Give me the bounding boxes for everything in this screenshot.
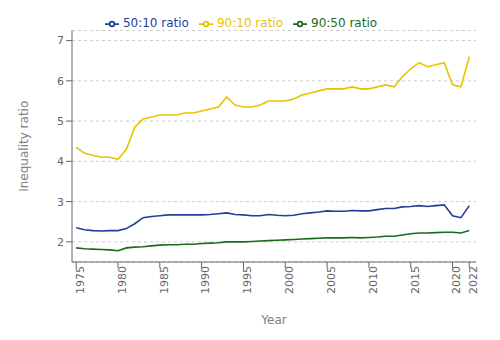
svg-text:7: 7: [57, 34, 64, 47]
svg-text:1990: 1990: [199, 266, 212, 294]
svg-text:3: 3: [57, 196, 64, 209]
svg-text:2015: 2015: [409, 266, 422, 294]
svg-text:Year: Year: [260, 313, 286, 327]
svg-text:2000: 2000: [283, 266, 296, 294]
svg-text:1975: 1975: [74, 266, 87, 294]
svg-text:1985: 1985: [158, 266, 171, 294]
svg-text:2010: 2010: [367, 266, 380, 294]
svg-text:2020: 2020: [450, 266, 463, 294]
html-text:90:10 ratio: 90:10 ratio: [217, 16, 283, 30]
svg-text:2: 2: [57, 236, 64, 249]
svg-text:1995: 1995: [241, 266, 254, 294]
svg-text:Inequality ratio: Inequality ratio: [17, 101, 31, 192]
svg-text:2022: 2022: [467, 266, 480, 294]
html-text:50:10 ratio: 50:10 ratio: [122, 16, 189, 30]
svg-text:6: 6: [57, 75, 64, 88]
html-text:90:50 ratio: 90:50 ratio: [311, 16, 378, 30]
svg-text:5: 5: [57, 115, 64, 128]
svg-text:4: 4: [57, 155, 64, 168]
svg-text:2005: 2005: [325, 266, 338, 294]
svg-text:1980: 1980: [116, 266, 129, 294]
